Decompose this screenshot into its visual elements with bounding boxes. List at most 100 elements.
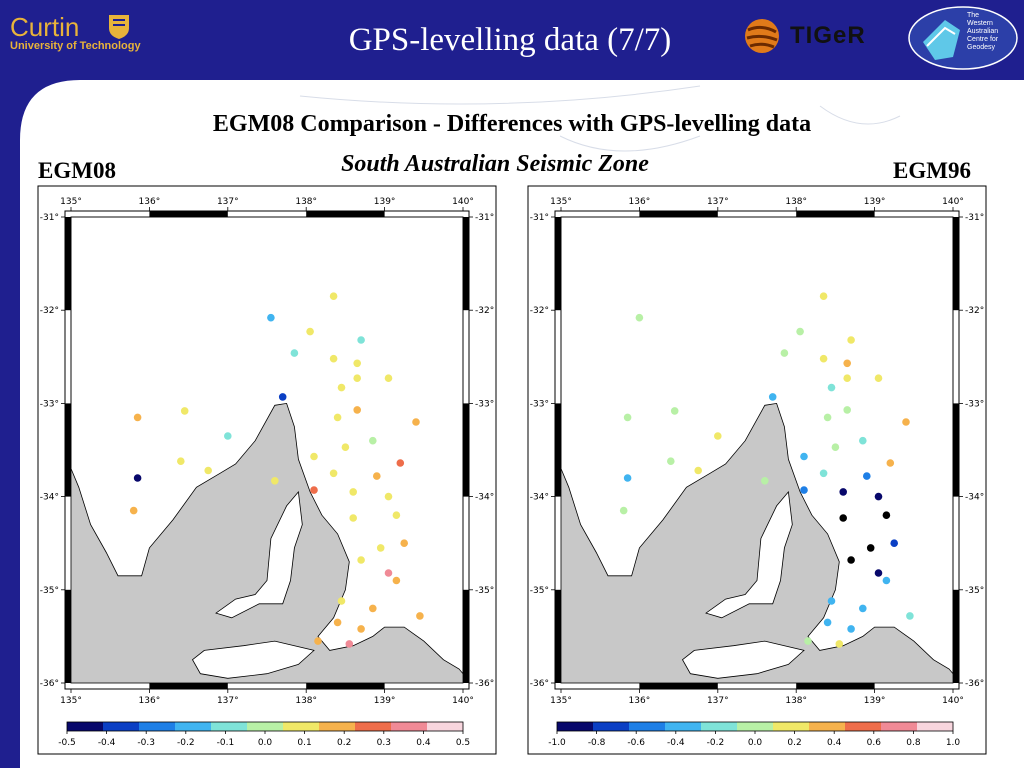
colorbar-segment: [391, 722, 428, 731]
x-tick-label-top: 136°: [629, 197, 651, 207]
colorbar-segment: [319, 722, 356, 731]
wacg-line: The: [967, 12, 980, 19]
data-point: [831, 443, 840, 452]
data-point: [619, 506, 628, 515]
wacg-line: Australian: [967, 28, 999, 35]
data-point: [866, 544, 875, 552]
data-point: [667, 457, 675, 466]
colorbar-segment: [247, 722, 284, 731]
colorbar-label: -0.5: [58, 738, 76, 748]
colorbar-label: -0.3: [137, 738, 155, 748]
colorbar-segment: [917, 722, 954, 731]
x-tick-label-top: 135°: [60, 197, 82, 207]
kangaroo-island-shape: [681, 640, 805, 679]
frame-segment: [463, 217, 469, 311]
colorbar-label: 0.6: [867, 738, 882, 748]
x-tick-label-top: 138°: [295, 197, 317, 207]
frame-segment: [463, 403, 469, 497]
wacg-line: Western: [967, 20, 993, 27]
tiger-globe-icon: [745, 19, 779, 53]
frame-segment: [149, 211, 228, 217]
data-point: [835, 640, 844, 648]
data-point: [827, 383, 836, 392]
colorbar-label: -0.2: [177, 738, 195, 748]
x-tick-label-bottom: 140°: [452, 696, 474, 706]
data-point: [882, 511, 891, 519]
colorbar-label: 0.0: [748, 738, 763, 748]
x-tick-label-bottom: 136°: [629, 696, 651, 706]
x-tick-label-bottom: 138°: [785, 696, 807, 706]
colorbar-label: 0.1: [297, 738, 311, 748]
data-point: [902, 418, 910, 426]
data-point: [353, 406, 362, 414]
data-point: [373, 472, 381, 480]
frame-segment: [149, 683, 228, 689]
data-point: [392, 511, 401, 519]
data-point: [333, 413, 342, 422]
data-point: [847, 625, 855, 633]
colorbar-label: 0.0: [258, 738, 273, 748]
colorbar-segment: [593, 722, 630, 731]
x-tick-label-bottom: 137°: [707, 696, 729, 706]
colorbar-label: 0.2: [787, 738, 801, 748]
data-point: [329, 292, 338, 300]
data-point: [890, 539, 898, 547]
colorbar-segment: [737, 722, 774, 731]
data-point: [357, 336, 365, 344]
frame-segment: [555, 589, 561, 683]
y-tick-label-right: -33°: [965, 399, 984, 409]
panel-border: [527, 185, 987, 755]
data-point: [333, 618, 342, 627]
y-tick-label-left: -36°: [40, 679, 59, 689]
y-tick-label-left: -32°: [40, 306, 59, 316]
data-point: [329, 469, 338, 478]
frame-segment: [953, 589, 959, 683]
y-tick-label-left: -33°: [40, 399, 59, 409]
data-point: [796, 327, 804, 336]
page-title: GPS-levelling data (7/7): [348, 22, 672, 58]
frame-segment: [306, 683, 385, 689]
data-point: [384, 374, 393, 382]
data-point: [859, 604, 867, 613]
y-tick-label-left: -32°: [530, 306, 549, 316]
data-point: [906, 612, 914, 620]
wacg-logo-text: The Western Australian Centre for Geodes…: [967, 12, 998, 52]
kangaroo-island-shape: [191, 640, 315, 679]
mainland-shape: [70, 216, 464, 675]
colorbar-label: 0.4: [827, 738, 842, 748]
colorbar-label: -0.1: [217, 738, 235, 748]
data-point: [843, 406, 851, 414]
colorbar-label: -0.6: [627, 738, 645, 748]
y-tick-label-right: -33°: [475, 399, 494, 409]
frame-segment: [953, 403, 959, 497]
data-point: [376, 544, 385, 552]
frame-segment: [639, 211, 718, 217]
data-point: [761, 477, 769, 485]
yorke-peninsula-shape: [705, 490, 793, 619]
data-point: [224, 432, 232, 440]
y-tick-label-right: -34°: [475, 493, 494, 503]
x-tick-label-top: 138°: [785, 197, 807, 207]
data-point: [827, 597, 836, 605]
data-point: [353, 359, 362, 368]
map-inner-border: [560, 216, 954, 684]
map-label-egm08: EGM08: [38, 158, 116, 183]
data-point: [863, 472, 871, 480]
header-bar: Curtin University of Technology GPS-leve…: [0, 0, 1024, 76]
y-tick-label-left: -35°: [40, 586, 59, 596]
slide-heading: EGM08 Comparison - Differences with GPS-…: [212, 111, 812, 137]
y-tick-label-left: -33°: [530, 399, 549, 409]
colorbar-segment: [139, 722, 176, 731]
yorke-peninsula-shape: [215, 490, 303, 619]
data-point: [337, 383, 346, 392]
data-point: [329, 354, 338, 363]
tiger-logo: TIGeR: [790, 22, 866, 49]
data-point: [337, 597, 346, 605]
data-point: [341, 443, 350, 452]
data-point: [278, 393, 287, 401]
data-point: [859, 436, 867, 445]
slide-subheading: South Australian Seismic Zone: [341, 151, 649, 177]
y-tick-label-right: -34°: [965, 493, 984, 503]
data-point: [886, 459, 895, 467]
colorbar-segment: [773, 722, 810, 731]
